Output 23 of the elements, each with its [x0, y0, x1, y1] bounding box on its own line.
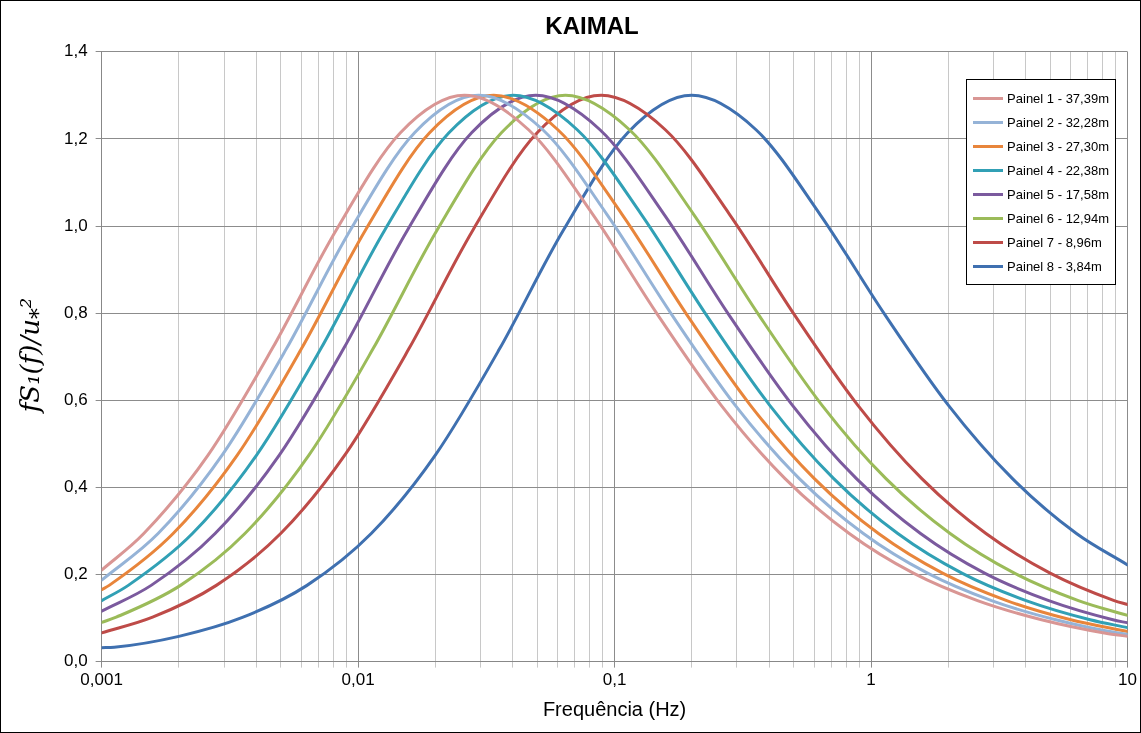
- legend-label: Painel 1 - 37,39m: [1007, 90, 1109, 106]
- y-tick-label: 0,2: [63, 564, 88, 584]
- x-tick-label: 10: [1118, 670, 1138, 690]
- y-tick-label: 1,4: [63, 41, 88, 61]
- chart-title: KAIMAL: [545, 12, 639, 40]
- y-tick-label: 0,0: [63, 651, 88, 671]
- x-tick-label: 1: [866, 670, 876, 690]
- legend-label: Painel 6 - 12,94m: [1007, 210, 1109, 226]
- legend-label: Painel 2 - 32,28m: [1007, 114, 1109, 130]
- y-tick-label: 0,8: [63, 302, 88, 322]
- y-tick-label: 0,6: [63, 389, 88, 409]
- y-tick-label: 0,4: [63, 477, 88, 497]
- y-tick-label: 1,2: [63, 128, 88, 148]
- legend-label: Painel 8 - 3,84m: [1007, 258, 1102, 274]
- legend-label: Painel 4 - 22,38m: [1007, 162, 1109, 178]
- legend-label: Painel 3 - 27,30m: [1007, 138, 1109, 154]
- x-axis-title: Frequência (Hz): [542, 697, 687, 720]
- x-tick-label: 0,001: [80, 670, 123, 690]
- x-tick-label: 0,1: [602, 670, 627, 690]
- x-tick-label: 0,01: [341, 670, 375, 690]
- y-tick-label: 1,0: [63, 215, 88, 235]
- legend-label: Painel 5 - 17,58m: [1007, 186, 1109, 202]
- legend-label: Painel 7 - 8,96m: [1007, 234, 1102, 250]
